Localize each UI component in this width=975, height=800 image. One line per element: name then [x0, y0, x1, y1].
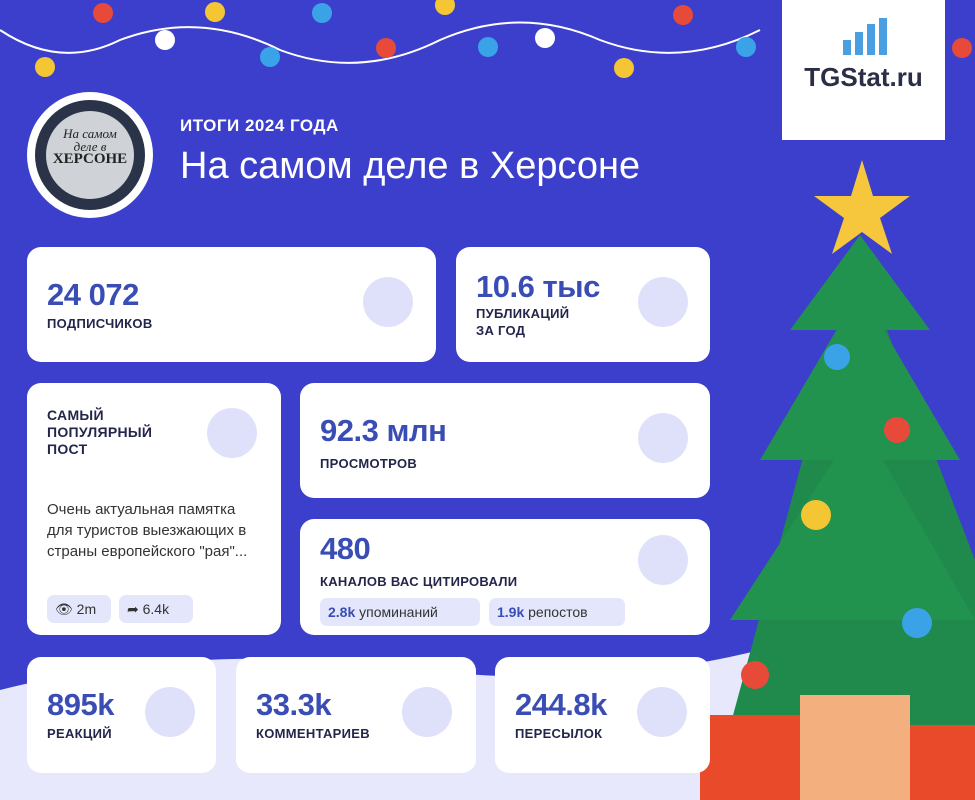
label: КОММЕНТАРИЕВ	[256, 726, 370, 741]
card-posts: 10.6 тыс ПУБЛИКАЦИЙ ЗА ГОД	[456, 247, 710, 362]
logo-text: TGStat.ru	[804, 62, 923, 92]
reposts-chip: 1.9k репостов	[489, 598, 625, 626]
icon	[145, 687, 195, 737]
chip-value: 1.9k	[497, 604, 525, 620]
label-line: ПУБЛИКАЦИЙ	[476, 306, 570, 321]
title: На самом деле в Херсоне	[180, 145, 641, 187]
subtitle: ИТОГИ 2024 ГОДА	[180, 116, 339, 135]
card-reactions: 895k РЕАКЦИЙ	[27, 657, 216, 773]
card-popular-post: САМЫЙ ПОПУЛЯРНЫЙ ПОСТ Очень актуальная п…	[27, 383, 281, 635]
card-subscribers: 24 072 ПОДПИСЧИКОВ	[27, 247, 436, 362]
icon	[638, 413, 688, 463]
icon	[638, 277, 688, 327]
card-citations: 480 КАНАЛОВ ВАС ЦИТИРОВАЛИ 2.8k упоминан…	[300, 519, 710, 635]
label: ПЕРЕСЫЛОК	[515, 726, 603, 741]
shares-chip: ➦ 6.4k	[119, 595, 193, 623]
chip-value: 2.8k	[328, 604, 356, 620]
label-line: ЗА ГОД	[476, 323, 526, 338]
value: 480	[320, 531, 371, 566]
icon	[363, 277, 413, 327]
chip-value: 2m	[76, 601, 97, 617]
value: 10.6 тыс	[476, 269, 600, 304]
label-line: ПОСТ	[47, 441, 88, 457]
views-chip: 👁 2m	[47, 595, 111, 623]
avatar-line: ХЕРСОНЕ	[52, 151, 128, 167]
chip-label: репостов	[528, 604, 588, 620]
value: 92.3 млн	[320, 413, 447, 448]
value: 895k	[47, 687, 114, 722]
label: САМЫЙ ПОПУЛЯРНЫЙ ПОСТ	[47, 407, 152, 458]
label: КАНАЛОВ ВАС ЦИТИРОВАЛИ	[320, 574, 518, 589]
label: ПУБЛИКАЦИЙ ЗА ГОД	[476, 305, 569, 339]
chip-label: упоминаний	[359, 604, 438, 620]
icon	[207, 408, 257, 458]
card-comments: 33.3k КОММЕНТАРИЕВ	[236, 657, 476, 773]
icon	[638, 535, 688, 585]
avatar-line: На самом	[63, 126, 117, 141]
post-text: Очень актуальная памятка для туристов вы…	[47, 501, 248, 560]
value: 33.3k	[256, 687, 332, 722]
card-views: 92.3 млн ПРОСМОТРОВ	[300, 383, 710, 498]
mentions-chip: 2.8k упоминаний	[320, 598, 480, 626]
icon	[637, 687, 687, 737]
label-line: САМЫЙ	[47, 407, 104, 423]
avatar-line: деле в	[73, 139, 107, 154]
label: ПРОСМОТРОВ	[320, 456, 418, 471]
icon	[402, 687, 452, 737]
value: 24 072	[47, 277, 139, 312]
chip-value: 6.4k	[142, 601, 170, 617]
avatar-text: На самом деле в ХЕРСОНЕ	[46, 126, 134, 167]
value: 244.8k	[515, 687, 607, 722]
label-line: ПОПУЛЯРНЫЙ	[47, 424, 153, 440]
label: РЕАКЦИЙ	[47, 726, 112, 741]
card-forwards: 244.8k ПЕРЕСЫЛОК	[495, 657, 710, 773]
label: ПОДПИСЧИКОВ	[47, 316, 153, 331]
